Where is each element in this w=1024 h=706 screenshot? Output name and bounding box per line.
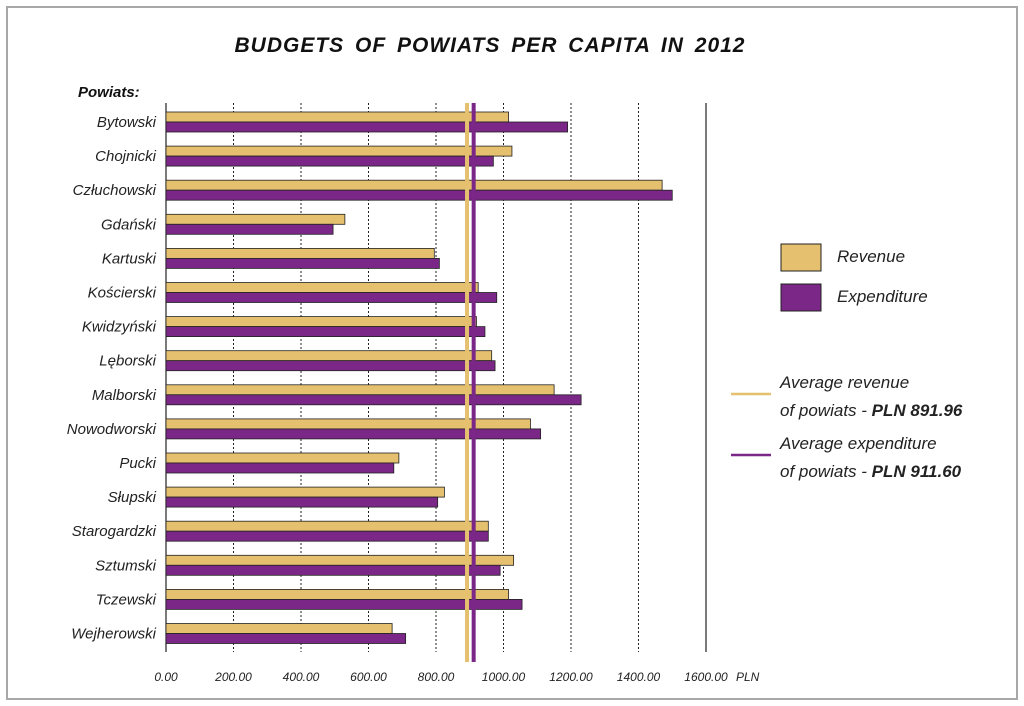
reference-lines: [465, 103, 476, 662]
bar-expenditure: [165, 155, 494, 167]
category-label: Bytowski: [97, 114, 157, 131]
bar-expenditure: [165, 428, 542, 440]
legend-label: Revenue: [837, 247, 905, 266]
bar-revenue: [165, 452, 400, 464]
x-tick-label: 200.00: [214, 670, 252, 684]
category-label: Malborski: [92, 387, 157, 404]
bar-expenditure: [165, 257, 440, 269]
bar-expenditure: [165, 496, 439, 508]
bar-expenditure: [165, 530, 489, 542]
x-tick-label: 1200.00: [549, 670, 593, 684]
x-tick-label: 400.00: [283, 670, 320, 684]
x-tick-label: 800.00: [418, 670, 455, 684]
x-tick-label: 600.00: [350, 670, 387, 684]
bar-revenue: [165, 520, 489, 532]
bar-revenue: [165, 247, 435, 259]
legend-swatch: [780, 243, 822, 272]
legend-swatch: [780, 283, 822, 312]
bar-expenditure: [165, 394, 582, 406]
bars: [165, 111, 673, 644]
category-label: Kwidzyński: [82, 319, 157, 336]
bar-revenue: [165, 418, 531, 430]
category-label: Nowodworski: [67, 421, 157, 438]
category-label: Tczewski: [96, 591, 157, 608]
bar-expenditure: [165, 633, 407, 644]
bar-revenue: [165, 282, 479, 293]
bar-revenue: [165, 145, 513, 157]
category-label: Słupski: [108, 489, 157, 506]
bar-expenditure: [165, 326, 486, 338]
bar-revenue: [165, 213, 346, 225]
bar-revenue: [165, 486, 445, 498]
x-tick-label: 0.00: [154, 670, 178, 684]
chart-title: BUDGETS OF POWIATS PER CAPITA IN 2012: [234, 34, 745, 57]
bar-revenue: [165, 111, 509, 123]
category-label: Starogardzki: [72, 523, 157, 540]
bar-revenue: [165, 384, 555, 396]
x-tick-label: 1000.00: [482, 670, 526, 684]
category-label: Wejherowski: [71, 626, 156, 643]
x-unit-label: PLN: [736, 670, 760, 684]
bar-expenditure: [165, 292, 498, 303]
bar-expenditure: [165, 462, 395, 474]
category-label: Kościerski: [88, 285, 157, 302]
category-label: Chojnicki: [95, 148, 157, 165]
bar-revenue: [165, 554, 515, 566]
bar-revenue: [165, 179, 663, 191]
legend-reference-value: of powiats - PLN 891.96: [780, 401, 963, 420]
bar-revenue: [165, 350, 493, 362]
legend-reference-amount: PLN 891.96: [872, 401, 963, 420]
category-label: Gdański: [101, 216, 157, 233]
category-label: Lęborski: [99, 353, 156, 370]
bar-expenditure: [165, 360, 496, 372]
category-labels: Bytowski Chojnicki Człuchowski Gdański Kartu…: [67, 114, 157, 643]
category-label: Człuchowski: [73, 182, 157, 199]
x-tick-label: 1400.00: [617, 670, 661, 684]
legend-reference-label: Average revenue: [779, 373, 909, 392]
legend: Revenue Expenditure Average revenue of powi…: [731, 243, 963, 481]
bar-revenue: [165, 316, 477, 328]
legend-label: Expenditure: [837, 287, 928, 306]
category-label: Kartuski: [102, 250, 157, 267]
legend-reference-value: of powiats - PLN 911.60: [780, 462, 962, 481]
bar-expenditure: [165, 599, 523, 610]
category-label: Sztumski: [95, 557, 157, 574]
x-tick-label: 1600.00: [684, 670, 728, 684]
bar-expenditure: [165, 121, 569, 133]
bar-revenue: [165, 623, 393, 634]
bar-revenue: [165, 589, 509, 600]
legend-reference-label: Average expenditure: [779, 434, 937, 453]
category-label: Pucki: [119, 455, 156, 472]
y-axis-label: Powiats:: [78, 84, 140, 101]
bar-expenditure: [165, 223, 334, 235]
x-tick-labels: 0.00 200.00 400.00 600.00 800.00 1000.00 1200.…: [154, 670, 759, 684]
legend-reference-amount: PLN 911.60: [872, 462, 962, 481]
bar-expenditure: [165, 564, 501, 576]
bar-expenditure: [165, 189, 673, 201]
